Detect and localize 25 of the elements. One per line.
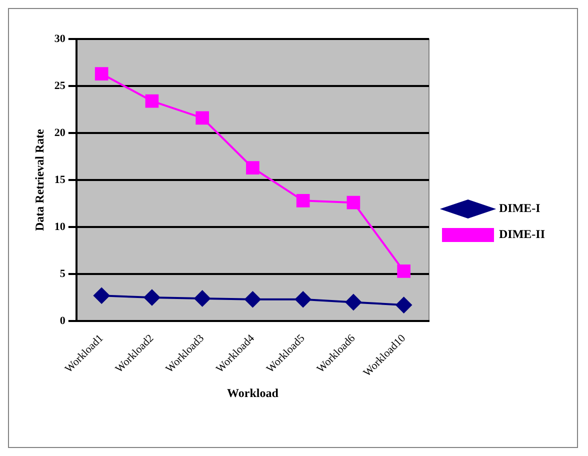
point: [196, 111, 209, 125]
y-tick-label: 10: [54, 220, 66, 233]
legend-label: DIME-II: [499, 227, 546, 242]
point: [194, 290, 210, 306]
point: [396, 297, 412, 314]
x-axis-title: Workload: [227, 386, 279, 400]
y-axis-title: Data Retrieval Rate: [32, 128, 46, 231]
y-tick-label: 20: [54, 126, 66, 139]
point: [94, 67, 108, 80]
y-tick-label: 15: [54, 174, 66, 186]
point: [345, 294, 362, 310]
point: [144, 290, 160, 306]
point: [244, 291, 261, 308]
point: [94, 288, 110, 304]
point: [296, 194, 310, 208]
point: [145, 94, 159, 108]
y-tick-label: 25: [54, 80, 66, 92]
point: [397, 264, 410, 278]
legend-label: DIME-I: [499, 201, 541, 216]
y-tick-label: 30: [54, 32, 66, 45]
point: [346, 196, 360, 210]
point: [246, 161, 260, 174]
point: [295, 291, 312, 308]
y-tick-label: 0: [60, 314, 66, 327]
y-tick-label: 5: [60, 268, 66, 280]
